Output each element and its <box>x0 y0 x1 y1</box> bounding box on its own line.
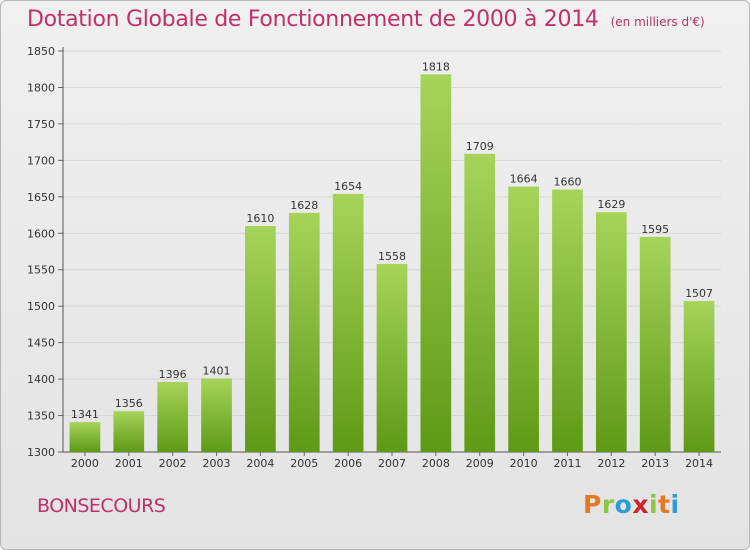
data-labels: 1341 1356 1396 1401 1610 1628 1654 1558 1818 1709… <box>71 60 713 421</box>
x-tick-label-2010: 2010 <box>510 457 538 470</box>
commune-name: BONSECOURS <box>37 495 166 517</box>
y-tick-label: 1850 <box>27 45 55 58</box>
bar-2002 <box>157 382 189 452</box>
y-tick-label: 1650 <box>27 191 55 204</box>
data-label-2012: 1629 <box>597 198 625 211</box>
x-tick-label-2000: 2000 <box>71 457 99 470</box>
y-tick-label: 1350 <box>27 410 55 423</box>
bar-2007 <box>376 263 408 452</box>
data-label-2002: 1396 <box>159 368 187 381</box>
x-tick-label-2013: 2013 <box>641 457 669 470</box>
y-tick-label: 1400 <box>27 373 55 386</box>
data-label-2007: 1558 <box>378 250 406 263</box>
x-tick-label-2005: 2005 <box>290 457 318 470</box>
x-tick-label-2009: 2009 <box>466 457 494 470</box>
x-tick-label-2008: 2008 <box>422 457 450 470</box>
logo-letter: t <box>658 490 671 519</box>
y-tick-label: 1450 <box>27 337 55 350</box>
y-tick-label: 1800 <box>27 81 55 94</box>
y-tick-label: 1500 <box>27 300 55 313</box>
y-tick-label: 1550 <box>27 264 55 277</box>
x-tick-label-2004: 2004 <box>246 457 274 470</box>
data-label-2011: 1660 <box>553 176 581 189</box>
bar-2010 <box>508 186 539 453</box>
y-axis-tick-labels: 1300 1350 1400 1450 1500 1550 1600 1650 1700 1750… <box>27 45 55 459</box>
x-tick-label-2007: 2007 <box>378 457 406 470</box>
bar-2014 <box>683 301 715 452</box>
x-tick-label-2011: 2011 <box>553 457 581 470</box>
proxiti-logo: Proxiti <box>583 490 680 519</box>
data-label-2006: 1654 <box>334 180 362 193</box>
bar-2012 <box>595 212 627 452</box>
logo-letter: i <box>670 490 680 519</box>
data-label-2009: 1709 <box>466 140 494 153</box>
data-label-2001: 1356 <box>115 397 143 410</box>
logo-letter: P <box>583 490 602 519</box>
x-tick-label-2006: 2006 <box>334 457 362 470</box>
data-label-2013: 1595 <box>641 223 669 236</box>
y-tick-label: 1750 <box>27 118 55 131</box>
bar-2001 <box>113 411 145 452</box>
x-axis-tick-labels: 2000 2001 2002 2003 2004 2005 2006 2007 2008 2009… <box>71 457 713 470</box>
x-tick-label-2012: 2012 <box>597 457 625 470</box>
data-label-2000: 1341 <box>71 408 99 421</box>
chart-subtitle: (en milliers d'€) <box>610 15 705 29</box>
x-tick-label-2001: 2001 <box>115 457 143 470</box>
x-tick-label-2002: 2002 <box>159 457 187 470</box>
bar-2006 <box>332 193 364 452</box>
data-label-2004: 1610 <box>246 212 274 225</box>
logo-letter: i <box>649 490 659 519</box>
chart-title: Dotation Globale de Fonctionnement de 20… <box>27 7 705 32</box>
logo-letter: o <box>614 490 633 519</box>
x-tick-label-2014: 2014 <box>685 457 713 470</box>
bar-2003 <box>201 378 232 452</box>
data-label-2005: 1628 <box>290 199 318 212</box>
y-tick-label: 1700 <box>27 154 55 167</box>
bar-2008 <box>420 74 452 453</box>
y-tick-label: 1300 <box>27 446 55 459</box>
x-tick-label-2003: 2003 <box>203 457 231 470</box>
data-label-2014: 1507 <box>685 287 713 300</box>
logo-letter: x <box>632 490 649 519</box>
bars <box>69 74 715 453</box>
bar-2005 <box>288 212 320 452</box>
data-label-2008: 1818 <box>422 60 450 73</box>
data-label-2010: 1664 <box>510 173 538 186</box>
chart-title-text: Dotation Globale de Fonctionnement de 20… <box>27 7 599 32</box>
bar-2009 <box>464 153 496 452</box>
bar-2011 <box>552 189 583 452</box>
logo-letter: r <box>601 490 615 519</box>
y-tick-label: 1600 <box>27 227 55 240</box>
bar-2000 <box>69 422 101 452</box>
bar-2013 <box>639 236 671 452</box>
bar-2004 <box>245 225 276 452</box>
data-label-2003: 1401 <box>203 364 231 377</box>
